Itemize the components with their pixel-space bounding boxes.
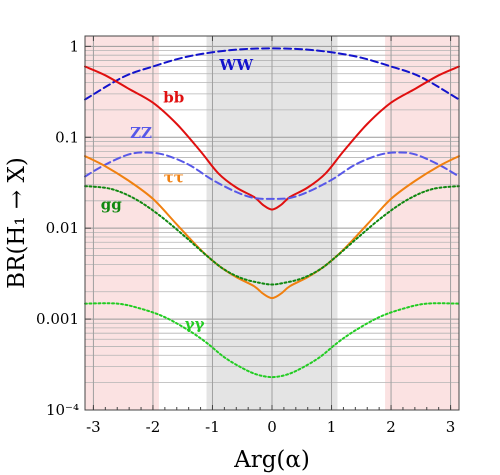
series-line (84, 65, 460, 211)
y-axis-title: BR(H₁ → X) (4, 157, 30, 289)
annotation-layer: WW bb ZZ ττ gg γγ (101, 56, 254, 333)
series-label-1: bb (163, 89, 184, 107)
y-tick-label: 0.01 (46, 219, 79, 237)
x-tick-label: 1 (327, 418, 337, 436)
series-label-5: γγ (185, 315, 205, 333)
series-layer (84, 47, 460, 379)
series-line (84, 155, 460, 300)
x-tick-label: -2 (146, 418, 161, 436)
series-label-3: ττ (164, 168, 184, 186)
x-axis-title: Arg(α) (233, 447, 310, 473)
x-tick-label: -1 (205, 418, 220, 436)
series-line (84, 302, 460, 379)
series-line (84, 151, 460, 200)
x-tick-label: -3 (86, 418, 101, 436)
series-label-2: ZZ (130, 124, 152, 142)
y-tick-label: 1 (69, 37, 79, 55)
x-tick-label: 0 (267, 418, 277, 436)
y-tick-label: 0.001 (36, 310, 79, 328)
series-label-0: WW (218, 56, 254, 74)
y-tick-label: 10⁻⁴ (46, 401, 79, 419)
series-label-4: gg (101, 196, 122, 214)
x-tick-label: 3 (446, 418, 456, 436)
axis-ticks-layer: -3 -2 -1 0 1 2 3 1 0.1 0.01 0.001 10⁻⁴ (36, 36, 455, 436)
series-line (84, 185, 460, 286)
x-tick-label: 2 (386, 418, 396, 436)
grid-layer (85, 36, 459, 411)
y-tick-label: 0.1 (55, 128, 79, 146)
